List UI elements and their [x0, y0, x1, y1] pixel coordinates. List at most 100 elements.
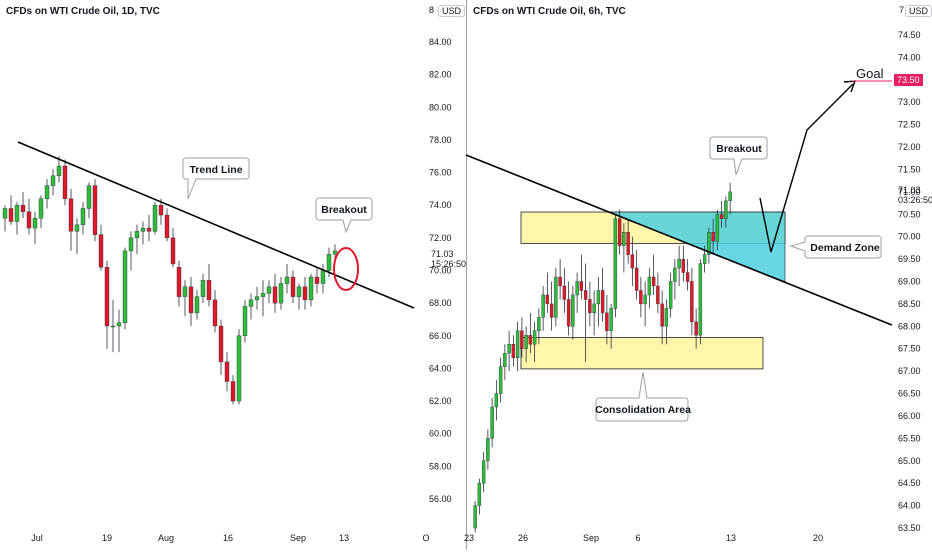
candle-body [685, 272, 690, 282]
x-tick-label: 13 [339, 533, 349, 543]
candle-body [660, 303, 664, 327]
candle-body [605, 312, 609, 332]
candle-body [532, 330, 537, 345]
candle-body [182, 286, 188, 297]
y-tick-label: 82.00 [429, 70, 452, 80]
candle-body [473, 505, 477, 529]
candle-body [558, 276, 562, 287]
right-currency-badge[interactable]: USD [905, 5, 932, 17]
projection-path [759, 83, 854, 253]
y-tick-label: 58.00 [429, 461, 452, 471]
candle-body [511, 344, 516, 358]
y-tick-label: 70.50 [898, 209, 921, 219]
y-tick-label: 74.00 [898, 52, 921, 62]
x-tick-label: 19 [102, 533, 112, 543]
x-tick-label: 6 [635, 533, 640, 543]
y-tick-label: 80.00 [429, 102, 452, 112]
candle-body [152, 205, 158, 232]
consolidation-zone [520, 337, 764, 370]
x-tick-label: 23 [464, 533, 474, 543]
candle-body [481, 460, 486, 484]
candle-body [278, 283, 284, 304]
candle-body [272, 286, 278, 304]
y-tick-label: 68.00 [429, 298, 452, 308]
trend-line-label: Trend Line [189, 164, 242, 176]
candle-body [308, 276, 314, 301]
y-tick-label: 66.50 [898, 389, 921, 399]
candle-body [494, 393, 499, 408]
y-tick-label: 63.50 [898, 523, 921, 533]
right-chart-title: CFDs on WTI Crude Oil, 6h, TVC [473, 6, 626, 17]
y-tick-label: 78.00 [429, 135, 452, 145]
candle-body [296, 286, 302, 297]
left-currency-badge[interactable]: USD [438, 5, 466, 17]
candle-body [14, 205, 20, 222]
candle-body [651, 276, 656, 287]
right-candles [473, 182, 732, 533]
y-tick-label: 72.00 [429, 233, 452, 243]
candle-body [242, 306, 248, 336]
candle-body [609, 308, 613, 331]
candle-body [320, 270, 326, 284]
x-tick-label: 26 [518, 533, 528, 543]
y-tick-label: 66.00 [429, 331, 452, 341]
x-tick-label: 13 [726, 533, 736, 543]
candle-body [630, 254, 635, 269]
y-tick-label: 68.50 [898, 299, 921, 309]
candle-body [314, 276, 320, 284]
x-tick-label: O [422, 533, 429, 543]
candle-body [92, 185, 98, 235]
candle-body [140, 227, 146, 232]
candle-body [50, 175, 56, 186]
demand-zone-callout-box [789, 235, 882, 259]
right-breakout-callout-box [709, 136, 768, 176]
candle-body [707, 231, 711, 255]
candle-body [515, 330, 520, 358]
candle-body [673, 267, 677, 282]
candle-body [702, 254, 707, 264]
candle-body [549, 303, 554, 318]
consolidation-callout: Consolidation Area [595, 371, 691, 422]
left-current-price: 71.03 [431, 249, 454, 259]
y-tick-label: 71.50 [898, 164, 921, 174]
trend-line [17, 141, 415, 309]
y-tick-label: 70.00 [898, 232, 921, 242]
candle-body [20, 205, 26, 212]
demand-zone-callout: Demand Zone [789, 235, 882, 259]
candle-body [566, 299, 571, 327]
candle-body [146, 227, 152, 232]
left-axes: 56.00 58.00 60.00 62.00 64.00 66.00 68.00 70.00… [31, 37, 451, 543]
candle-body [537, 317, 541, 332]
right-breakout-callout: Breakout [709, 136, 768, 176]
candle-body [498, 366, 503, 394]
candle-body [98, 234, 104, 268]
candle-body [74, 224, 80, 232]
candle-body [2, 208, 8, 219]
candle-body [104, 267, 110, 327]
candle-body [302, 286, 308, 301]
y-tick-label: 71.00 [898, 187, 921, 197]
y-tick-label: 69.00 [898, 277, 921, 287]
x-tick-label: 20 [813, 533, 823, 543]
right-zones [520, 211, 786, 370]
candle-body [80, 208, 86, 226]
y-tick-label: 67.00 [898, 366, 921, 376]
y-tick-label: 68.00 [898, 321, 921, 331]
candle-body [188, 286, 194, 314]
candle-body [176, 267, 182, 297]
y-tick-label: 64.00 [898, 501, 921, 511]
left-breakout-label: Breakout [321, 204, 367, 216]
candle-body [579, 281, 584, 291]
candle-body [643, 294, 647, 305]
goal-price-tag: 73.50 [894, 74, 923, 86]
left-chart-title: CFDs on WTI Crude Oil, 1D, TVC [6, 6, 160, 17]
breakout-circle [333, 247, 359, 291]
candle-body [520, 330, 524, 349]
candle-body [486, 438, 490, 461]
y-tick-label: 65.00 [898, 456, 921, 466]
candle-body [571, 294, 575, 327]
right-top-tick-clipped: 7 [899, 5, 905, 15]
consolidation-callout-box [595, 371, 689, 422]
candle-body [8, 208, 14, 222]
candle-body [524, 335, 528, 349]
